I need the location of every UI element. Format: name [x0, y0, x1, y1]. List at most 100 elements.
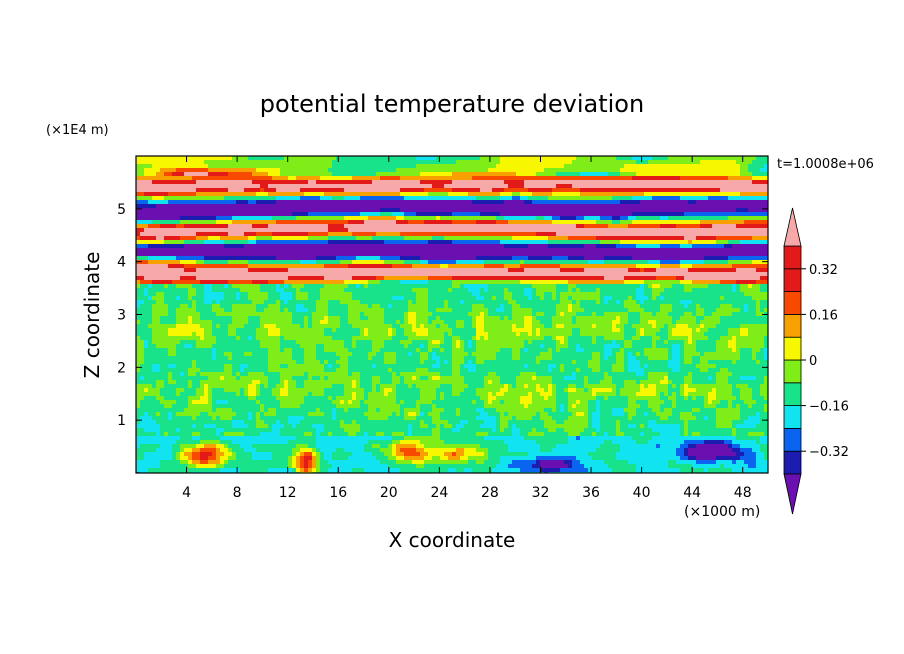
- field-cell: [732, 212, 737, 217]
- field-cell: [504, 192, 509, 197]
- field-cell: [352, 176, 357, 181]
- field-cell: [372, 184, 377, 189]
- field-cell: [716, 220, 721, 225]
- field-cell: [408, 208, 413, 213]
- field-cell: [688, 196, 693, 201]
- field-cell: [736, 256, 741, 261]
- field-cell: [260, 196, 265, 201]
- field-cell: [384, 188, 389, 193]
- field-cell: [404, 184, 409, 189]
- field-cell: [176, 252, 181, 257]
- field-cell: [292, 168, 297, 173]
- field-cell: [660, 200, 665, 205]
- field-cell: [304, 256, 309, 261]
- field-cell: [736, 260, 741, 265]
- field-cell: [496, 224, 501, 229]
- field-cell: [644, 276, 649, 281]
- field-cell: [236, 192, 241, 197]
- field-cell: [292, 204, 297, 209]
- field-cell: [156, 236, 161, 241]
- field-cell: [228, 156, 233, 161]
- field-cell: [604, 180, 609, 185]
- field-cell: [140, 220, 145, 225]
- field-cell: [408, 228, 413, 233]
- field-cell: [220, 232, 225, 237]
- field-cell: [536, 208, 541, 213]
- field-cell: [656, 212, 661, 217]
- field-cell: [572, 268, 577, 273]
- field-cell: [204, 168, 209, 173]
- field-cell: [364, 176, 369, 181]
- field-cell: [320, 200, 325, 205]
- field-cell: [340, 240, 345, 245]
- field-cell: [720, 192, 725, 197]
- field-cell: [564, 196, 569, 201]
- field-cell: [524, 208, 529, 213]
- field-cell: [436, 244, 441, 249]
- field-cell: [360, 260, 365, 265]
- field-cell: [148, 164, 153, 169]
- field-cell: [536, 192, 541, 197]
- field-cell: [528, 180, 533, 185]
- field-cell: [380, 264, 385, 269]
- field-cell: [528, 176, 533, 181]
- field-cell: [188, 252, 193, 257]
- field-cell: [152, 260, 157, 265]
- field-cell: [492, 224, 497, 229]
- field-cell: [648, 260, 653, 265]
- field-cell: [756, 188, 761, 193]
- field-cell: [648, 240, 653, 245]
- field-cell: [268, 180, 273, 185]
- field-cell: [600, 200, 605, 205]
- field-cell: [668, 244, 673, 249]
- field-cell: [368, 220, 373, 225]
- field-cell: [424, 280, 429, 285]
- field-cell: [552, 180, 557, 185]
- field-cell: [216, 244, 221, 249]
- field-cell: [580, 208, 585, 213]
- field-cell: [652, 184, 657, 189]
- field-cell: [156, 252, 161, 257]
- field-cell: [280, 180, 285, 185]
- field-cell: [496, 268, 501, 273]
- field-cell: [500, 172, 505, 177]
- field-cell: [416, 188, 421, 193]
- field-cell: [144, 248, 149, 253]
- field-cell: [244, 276, 249, 281]
- field-cell: [752, 276, 757, 281]
- field-cell: [624, 220, 629, 225]
- field-cell: [460, 252, 465, 257]
- field-cell: [608, 224, 613, 229]
- field-cell: [200, 196, 205, 201]
- field-cell: [688, 232, 693, 237]
- field-cell: [220, 204, 225, 209]
- field-cell: [136, 212, 141, 217]
- field-cell: [228, 176, 233, 181]
- field-cell: [500, 240, 505, 245]
- field-cell: [712, 260, 717, 265]
- field-cell: [148, 276, 153, 281]
- field-cell: [480, 156, 485, 161]
- field-cell: [600, 160, 605, 165]
- field-cell: [644, 252, 649, 257]
- field-cell: [172, 168, 177, 173]
- field-cell: [244, 256, 249, 261]
- field-cell: [460, 204, 465, 209]
- field-cell: [736, 220, 741, 225]
- field-cell: [564, 248, 569, 253]
- field-cell: [764, 164, 768, 169]
- field-cell: [676, 188, 681, 193]
- field-cell: [444, 240, 449, 245]
- field-cell: [536, 164, 541, 169]
- field-cell: [752, 224, 757, 229]
- field-cell: [176, 220, 181, 225]
- field-cell: [716, 272, 721, 277]
- field-cell: [764, 264, 768, 269]
- field-cell: [172, 172, 177, 177]
- field-cell: [588, 216, 593, 221]
- field-cell: [216, 216, 221, 221]
- field-cell: [764, 244, 768, 249]
- field-cell: [396, 240, 401, 245]
- field-cell: [252, 264, 257, 269]
- field-cell: [440, 212, 445, 217]
